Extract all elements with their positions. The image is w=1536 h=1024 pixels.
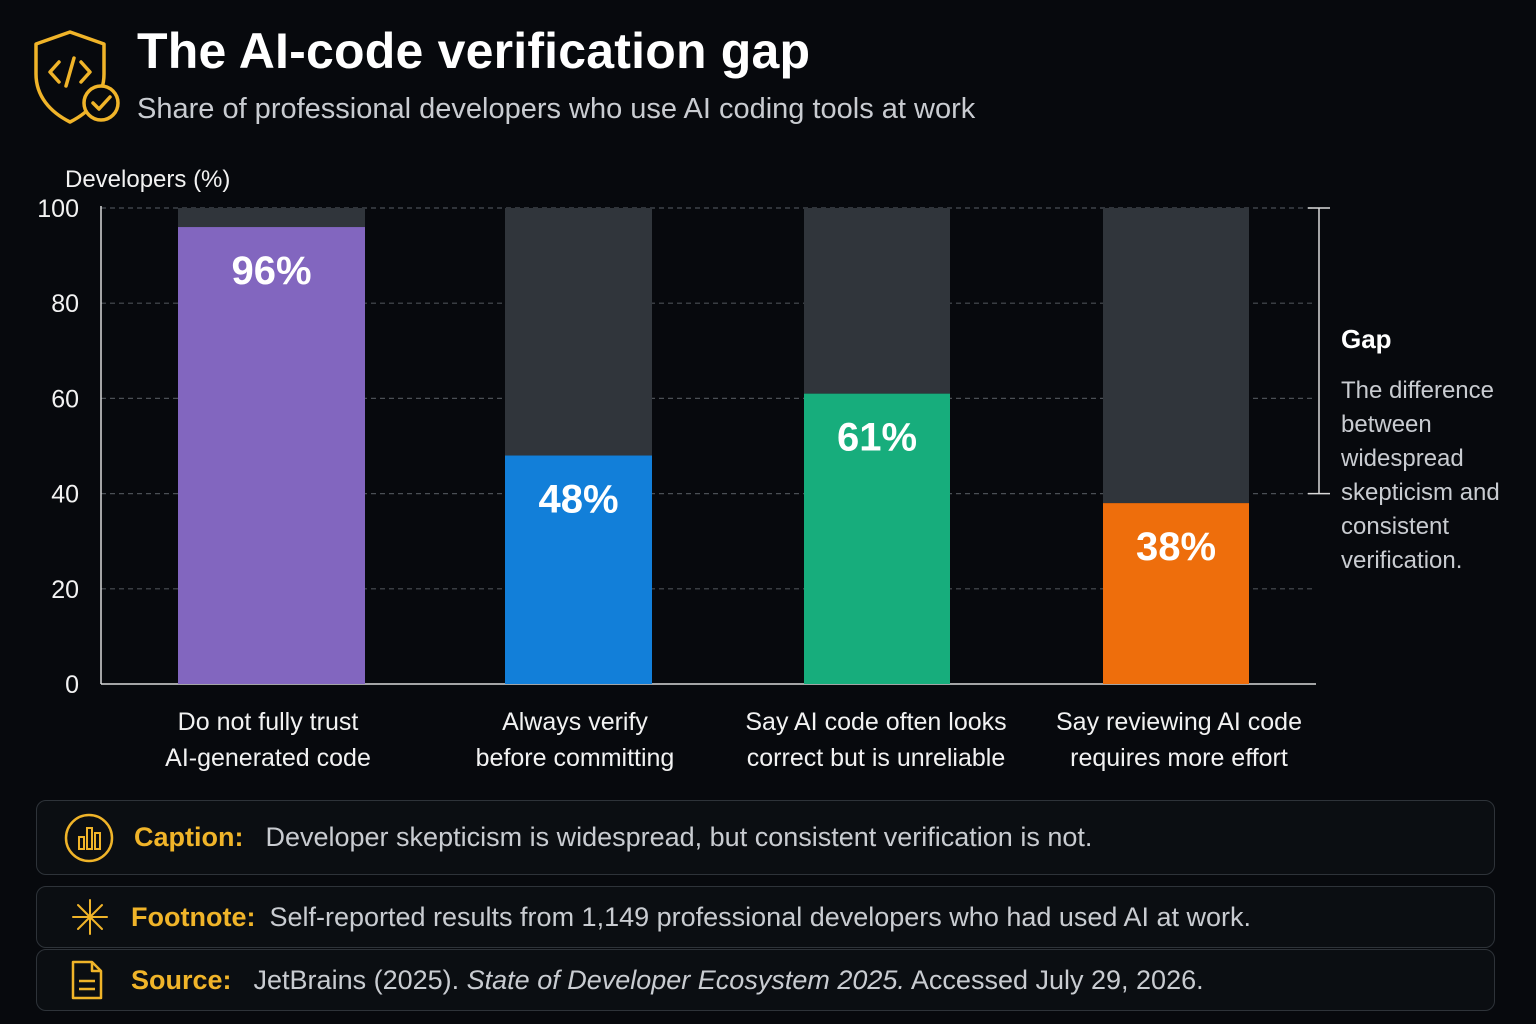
source-label: Source: — [131, 964, 232, 995]
caption-label: Caption: — [134, 822, 244, 852]
bar-value-label: 38% — [1136, 525, 1216, 569]
bar-value-label: 61% — [837, 416, 917, 460]
y-tick-label: 80 — [51, 290, 79, 318]
gap-description: verification. — [1341, 547, 1462, 574]
gap-description: skepticism and — [1341, 479, 1500, 506]
source-author: JetBrains (2025). — [253, 964, 460, 995]
y-tick-label: 0 — [65, 671, 79, 699]
page-title: The AI-code verification gap — [137, 23, 811, 79]
category-label: AI-generated code — [165, 744, 371, 772]
y-tick-label: 40 — [51, 481, 79, 509]
category-label: requires more effort — [1070, 744, 1288, 772]
bar-chart-circle-icon — [60, 812, 118, 864]
y-tick-label: 20 — [51, 576, 79, 604]
caption-box: Caption: Developer skepticism is widespr… — [36, 800, 1495, 875]
bar-remainder — [178, 208, 365, 228]
bar-remainder — [804, 208, 950, 394]
gap-title: Gap — [1341, 324, 1392, 354]
bar — [804, 393, 950, 684]
bar-remainder — [1103, 208, 1249, 504]
gap-description: between — [1341, 411, 1432, 438]
caption-text: Developer skepticism is widespread, but … — [265, 822, 1093, 852]
bar — [505, 455, 652, 684]
category-label: correct but is unreliable — [747, 744, 1005, 772]
category-label: Do not fully trust — [178, 708, 359, 736]
bar-value-label: 96% — [231, 249, 311, 293]
asterisk-icon — [67, 897, 113, 937]
bar-value-label: 48% — [538, 478, 618, 522]
source-title: State of Developer Ecosystem 2025. — [466, 964, 905, 995]
gap-description: consistent — [1341, 513, 1449, 540]
footnote-box: Footnote: Self-reported results from 1,1… — [36, 886, 1495, 948]
y-tick-label: 100 — [37, 195, 79, 223]
source-text: JetBrains (2025). State of Developer Eco… — [254, 965, 1204, 996]
category-label: Say AI code often looks — [745, 708, 1006, 736]
document-icon — [67, 959, 107, 1001]
footnote-text: Self-reported results from 1,149 profess… — [269, 901, 1251, 932]
source-accessed: Accessed July 29, 2026. — [910, 964, 1204, 995]
footnote-label: Footnote: — [131, 901, 256, 932]
bar — [1103, 503, 1249, 684]
gap-description: The difference — [1341, 377, 1494, 404]
y-tick-label: 60 — [51, 385, 79, 413]
category-label: Always verify — [502, 708, 648, 736]
category-label: before committing — [476, 744, 675, 772]
y-axis-title: Developers (%) — [65, 166, 230, 193]
page-subtitle: Share of professional developers who use… — [137, 93, 976, 125]
category-label: Say reviewing AI code — [1056, 708, 1302, 736]
source-box: Source: JetBrains (2025). State of Devel… — [36, 949, 1495, 1011]
bar — [178, 227, 365, 685]
gap-description: widespread — [1340, 445, 1464, 472]
shield-code-check-icon — [34, 30, 120, 124]
bar-remainder — [505, 208, 652, 456]
